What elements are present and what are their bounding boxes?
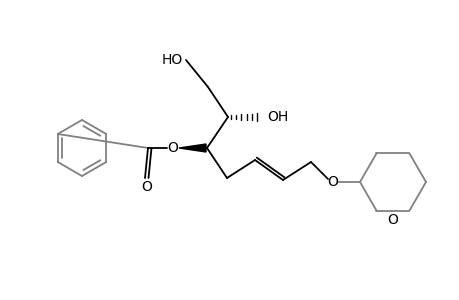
Text: OH: OH (267, 110, 288, 124)
Text: O: O (387, 213, 397, 226)
Text: O: O (327, 175, 338, 189)
Text: O: O (167, 141, 178, 155)
Polygon shape (179, 144, 206, 152)
Text: HO: HO (161, 53, 182, 67)
Text: O: O (141, 180, 152, 194)
